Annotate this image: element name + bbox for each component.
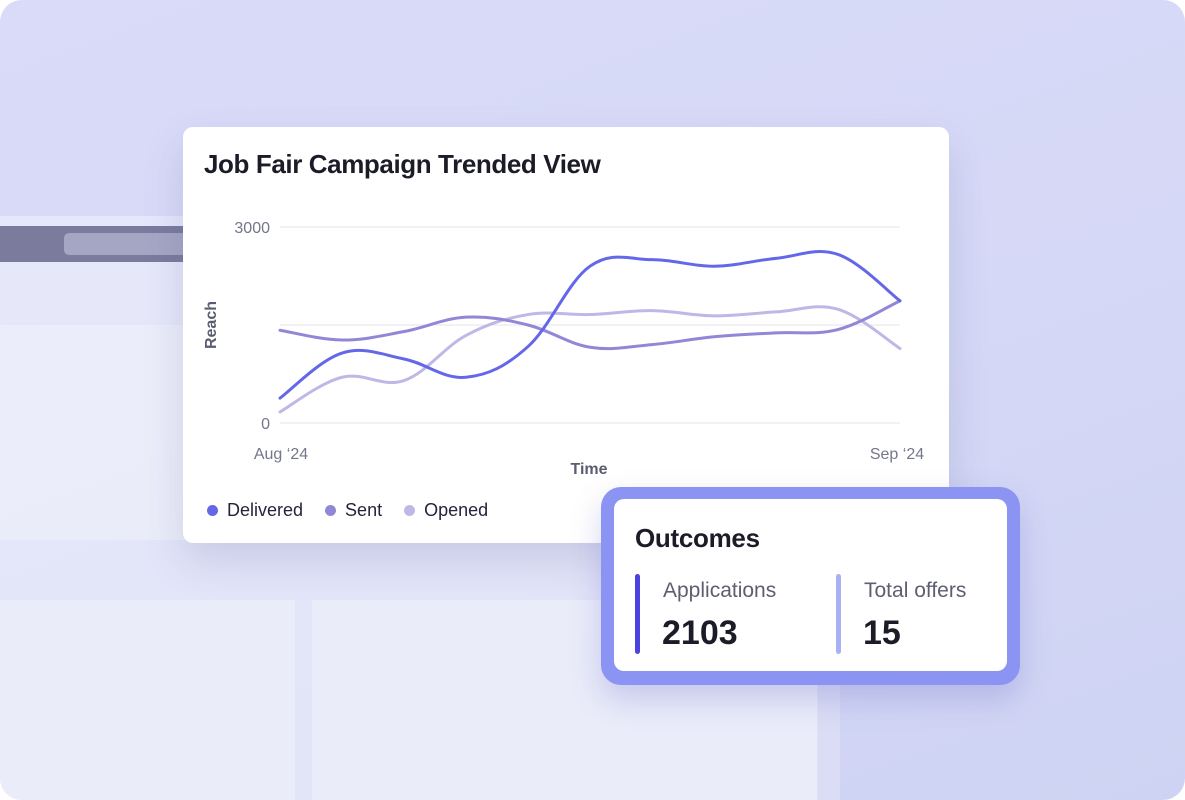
legend-label: Sent xyxy=(345,500,383,520)
legend-swatch xyxy=(404,505,416,516)
background-app-search xyxy=(64,233,194,255)
metric-value: 15 xyxy=(863,614,901,652)
metric-total-offers: Total offers 15 xyxy=(836,574,1006,654)
legend-swatch xyxy=(325,505,337,516)
outcomes-card: Outcomes Applications 2103 Total offers … xyxy=(601,487,1020,685)
metric-applications: Applications 2103 xyxy=(635,574,815,654)
chart-card: Job Fair Campaign Trended View 3000 0 Aug … xyxy=(183,127,949,543)
x-tick-label: Aug ‘24 xyxy=(254,446,308,463)
outcomes-title: Outcomes xyxy=(635,523,760,553)
legend-item-opened: Opened xyxy=(404,500,488,521)
metric-label: Total offers xyxy=(864,579,967,602)
background-panel xyxy=(0,600,295,800)
metric-accent-bar xyxy=(635,574,640,654)
y-axis-label: Reach xyxy=(203,301,220,349)
series-line-delivered xyxy=(278,250,902,400)
metric-value: 2103 xyxy=(662,614,738,652)
legend-item-delivered: Delivered xyxy=(207,500,303,521)
chart-legend: Delivered Sent Opened xyxy=(207,500,488,521)
series-line-opened xyxy=(278,305,902,414)
legend-item-sent: Sent xyxy=(325,500,382,521)
y-tick-label: 3000 xyxy=(234,220,270,237)
chart-title: Job Fair Campaign Trended View xyxy=(204,149,601,179)
line-chart: 3000 0 Aug ‘24 Sep ‘24 Time Reach xyxy=(203,220,924,478)
legend-label: Opened xyxy=(424,500,489,520)
legend-label: Delivered xyxy=(227,500,304,520)
outcomes-card-body: Outcomes Applications 2103 Total offers … xyxy=(614,499,1007,671)
metric-label: Applications xyxy=(663,579,777,602)
legend-swatch xyxy=(207,505,218,516)
x-tick-label: Sep ‘24 xyxy=(870,446,924,463)
x-axis-label: Time xyxy=(570,461,607,478)
metric-accent-bar xyxy=(836,574,841,654)
series-line-sent xyxy=(278,299,902,351)
y-tick-label: 0 xyxy=(261,416,270,433)
